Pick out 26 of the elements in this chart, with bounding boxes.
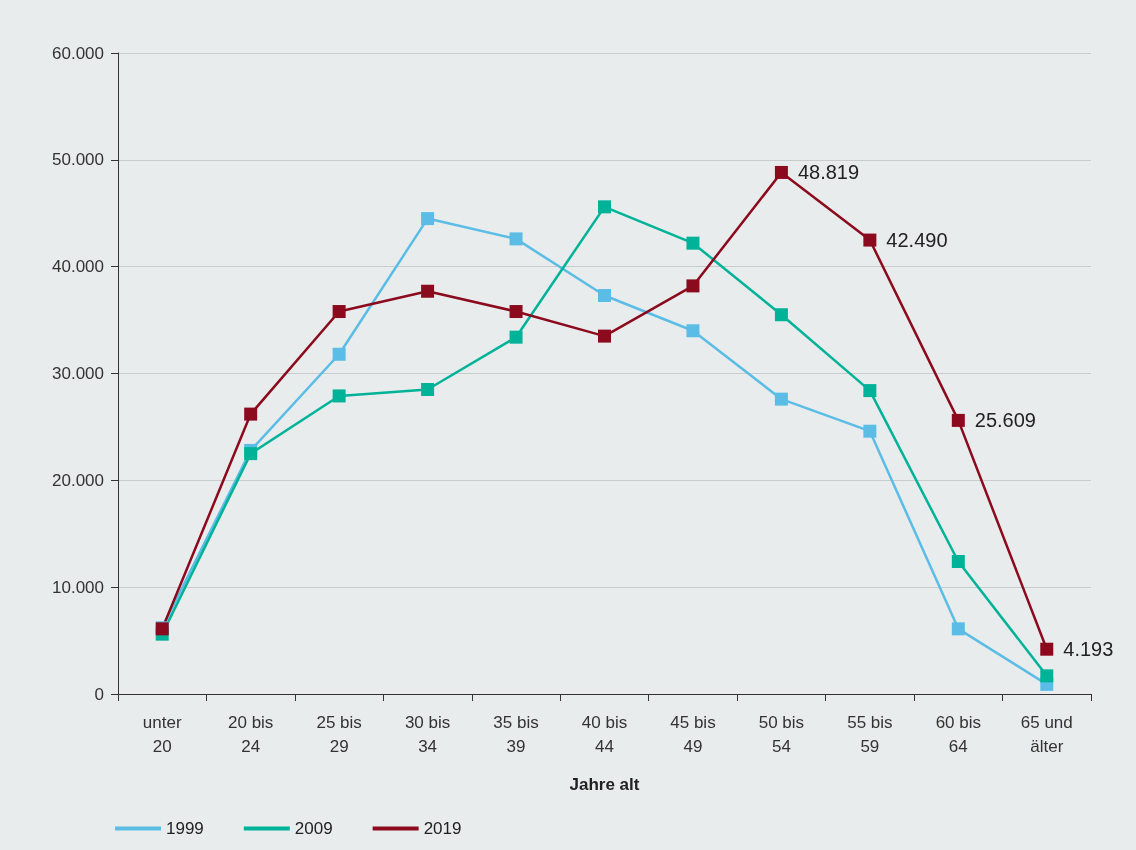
x-tick-label: 20 bis 24: [227, 712, 274, 756]
y-tick-label: 10.000: [52, 577, 104, 597]
data-label: 25.609: [974, 409, 1036, 432]
x-tick-label: 40 bis 44: [581, 712, 628, 756]
x-tick-label: 50 bis 54: [758, 712, 805, 756]
legend-label: 2009: [294, 819, 333, 838]
x-tick-label: 30 bis 34: [404, 712, 451, 756]
x-tick-label: 25 bis 29: [316, 712, 362, 756]
x-tick-label: 55 bis 59: [847, 712, 893, 756]
x-tick-label: unter 20: [142, 712, 182, 756]
y-tick-label: 20.000: [52, 470, 104, 490]
y-tick-label: 40.000: [52, 257, 104, 277]
legend-label: 1999: [166, 819, 204, 838]
data-label: 48.819: [797, 161, 860, 184]
legend-label: 2019: [423, 819, 462, 838]
x-tick-label: 45 bis 49: [670, 712, 716, 756]
y-tick-label: 30.000: [52, 364, 104, 383]
data-label: 42.490: [886, 229, 948, 252]
y-tick-label: 50.000: [52, 150, 104, 170]
x-tick-label: 60 bis 64: [935, 712, 982, 756]
y-tick-label: 60.000: [52, 43, 104, 63]
x-axis-title: Jahre alt: [569, 775, 640, 794]
x-tick-label: 65 und älter: [1020, 712, 1073, 756]
x-tick-label: 35 bis 39: [493, 712, 539, 756]
y-tick-label: 0: [94, 684, 104, 704]
data-label: 4.193: [1063, 638, 1114, 661]
